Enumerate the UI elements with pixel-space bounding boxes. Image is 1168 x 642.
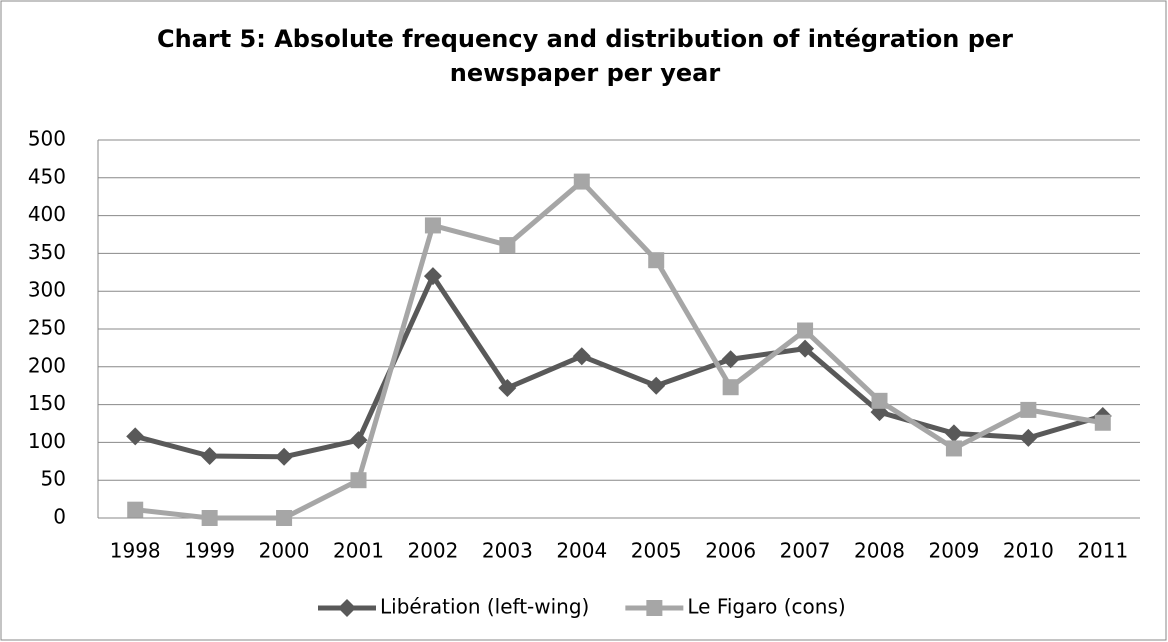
marker [127,501,144,518]
marker [349,431,368,450]
marker [796,339,815,358]
x-tick-label: 2006 [705,539,756,563]
y-tick-label: 400 [28,202,66,226]
x-tick-label: 2008 [854,539,905,563]
chart-title: Chart 5: Absolute frequency and distribu… [157,25,1013,87]
marker [721,350,740,369]
y-tick-label: 50 [41,467,66,491]
y-tick-label: 0 [53,505,66,529]
x-tick-label: 1998 [110,539,161,563]
marker [944,424,963,443]
x-tick-label: 2009 [928,539,979,563]
legend-label: Libération (left-wing) [380,595,589,619]
y-tick-label: 350 [28,240,66,264]
marker [647,376,666,395]
marker [648,252,665,269]
y-tick-label: 500 [28,127,66,151]
marker [423,267,442,286]
marker [499,237,516,254]
marker [338,599,356,617]
marker [498,378,517,397]
marker [350,472,367,489]
marker [1019,428,1038,447]
x-tick-label: 2002 [407,539,458,563]
y-tick-label: 200 [28,353,66,377]
x-tick-label: 1999 [184,539,235,563]
legend-label: Le Figaro (cons) [687,595,845,619]
marker [572,347,591,366]
x-tick-label: 2010 [1003,539,1054,563]
y-tick-label: 450 [28,164,66,188]
series-line [134,179,1104,521]
marker [945,440,962,457]
marker [424,217,441,234]
x-tick-label: 2005 [631,539,682,563]
marker [200,447,219,466]
marker [201,510,218,526]
x-tick-label: 2011 [1077,539,1128,563]
marker [1020,401,1037,418]
marker [871,392,888,409]
series-line [134,273,1104,460]
x-tick-label: 2001 [333,539,384,563]
marker [275,447,294,466]
x-tick-label: 2007 [780,539,831,563]
y-tick-label: 250 [28,316,66,340]
marker [797,322,814,339]
x-tick-label: 2004 [556,539,607,563]
y-tick-label: 300 [28,278,66,302]
y-tick-label: 150 [28,391,66,415]
marker [126,427,145,446]
marker [1094,414,1111,431]
y-tick-label: 100 [28,429,66,453]
marker [722,379,739,396]
x-tick-label: 2003 [482,539,533,563]
x-tick-label: 2000 [259,539,310,563]
marker [573,173,590,190]
marker [276,510,293,526]
marker [646,600,663,616]
